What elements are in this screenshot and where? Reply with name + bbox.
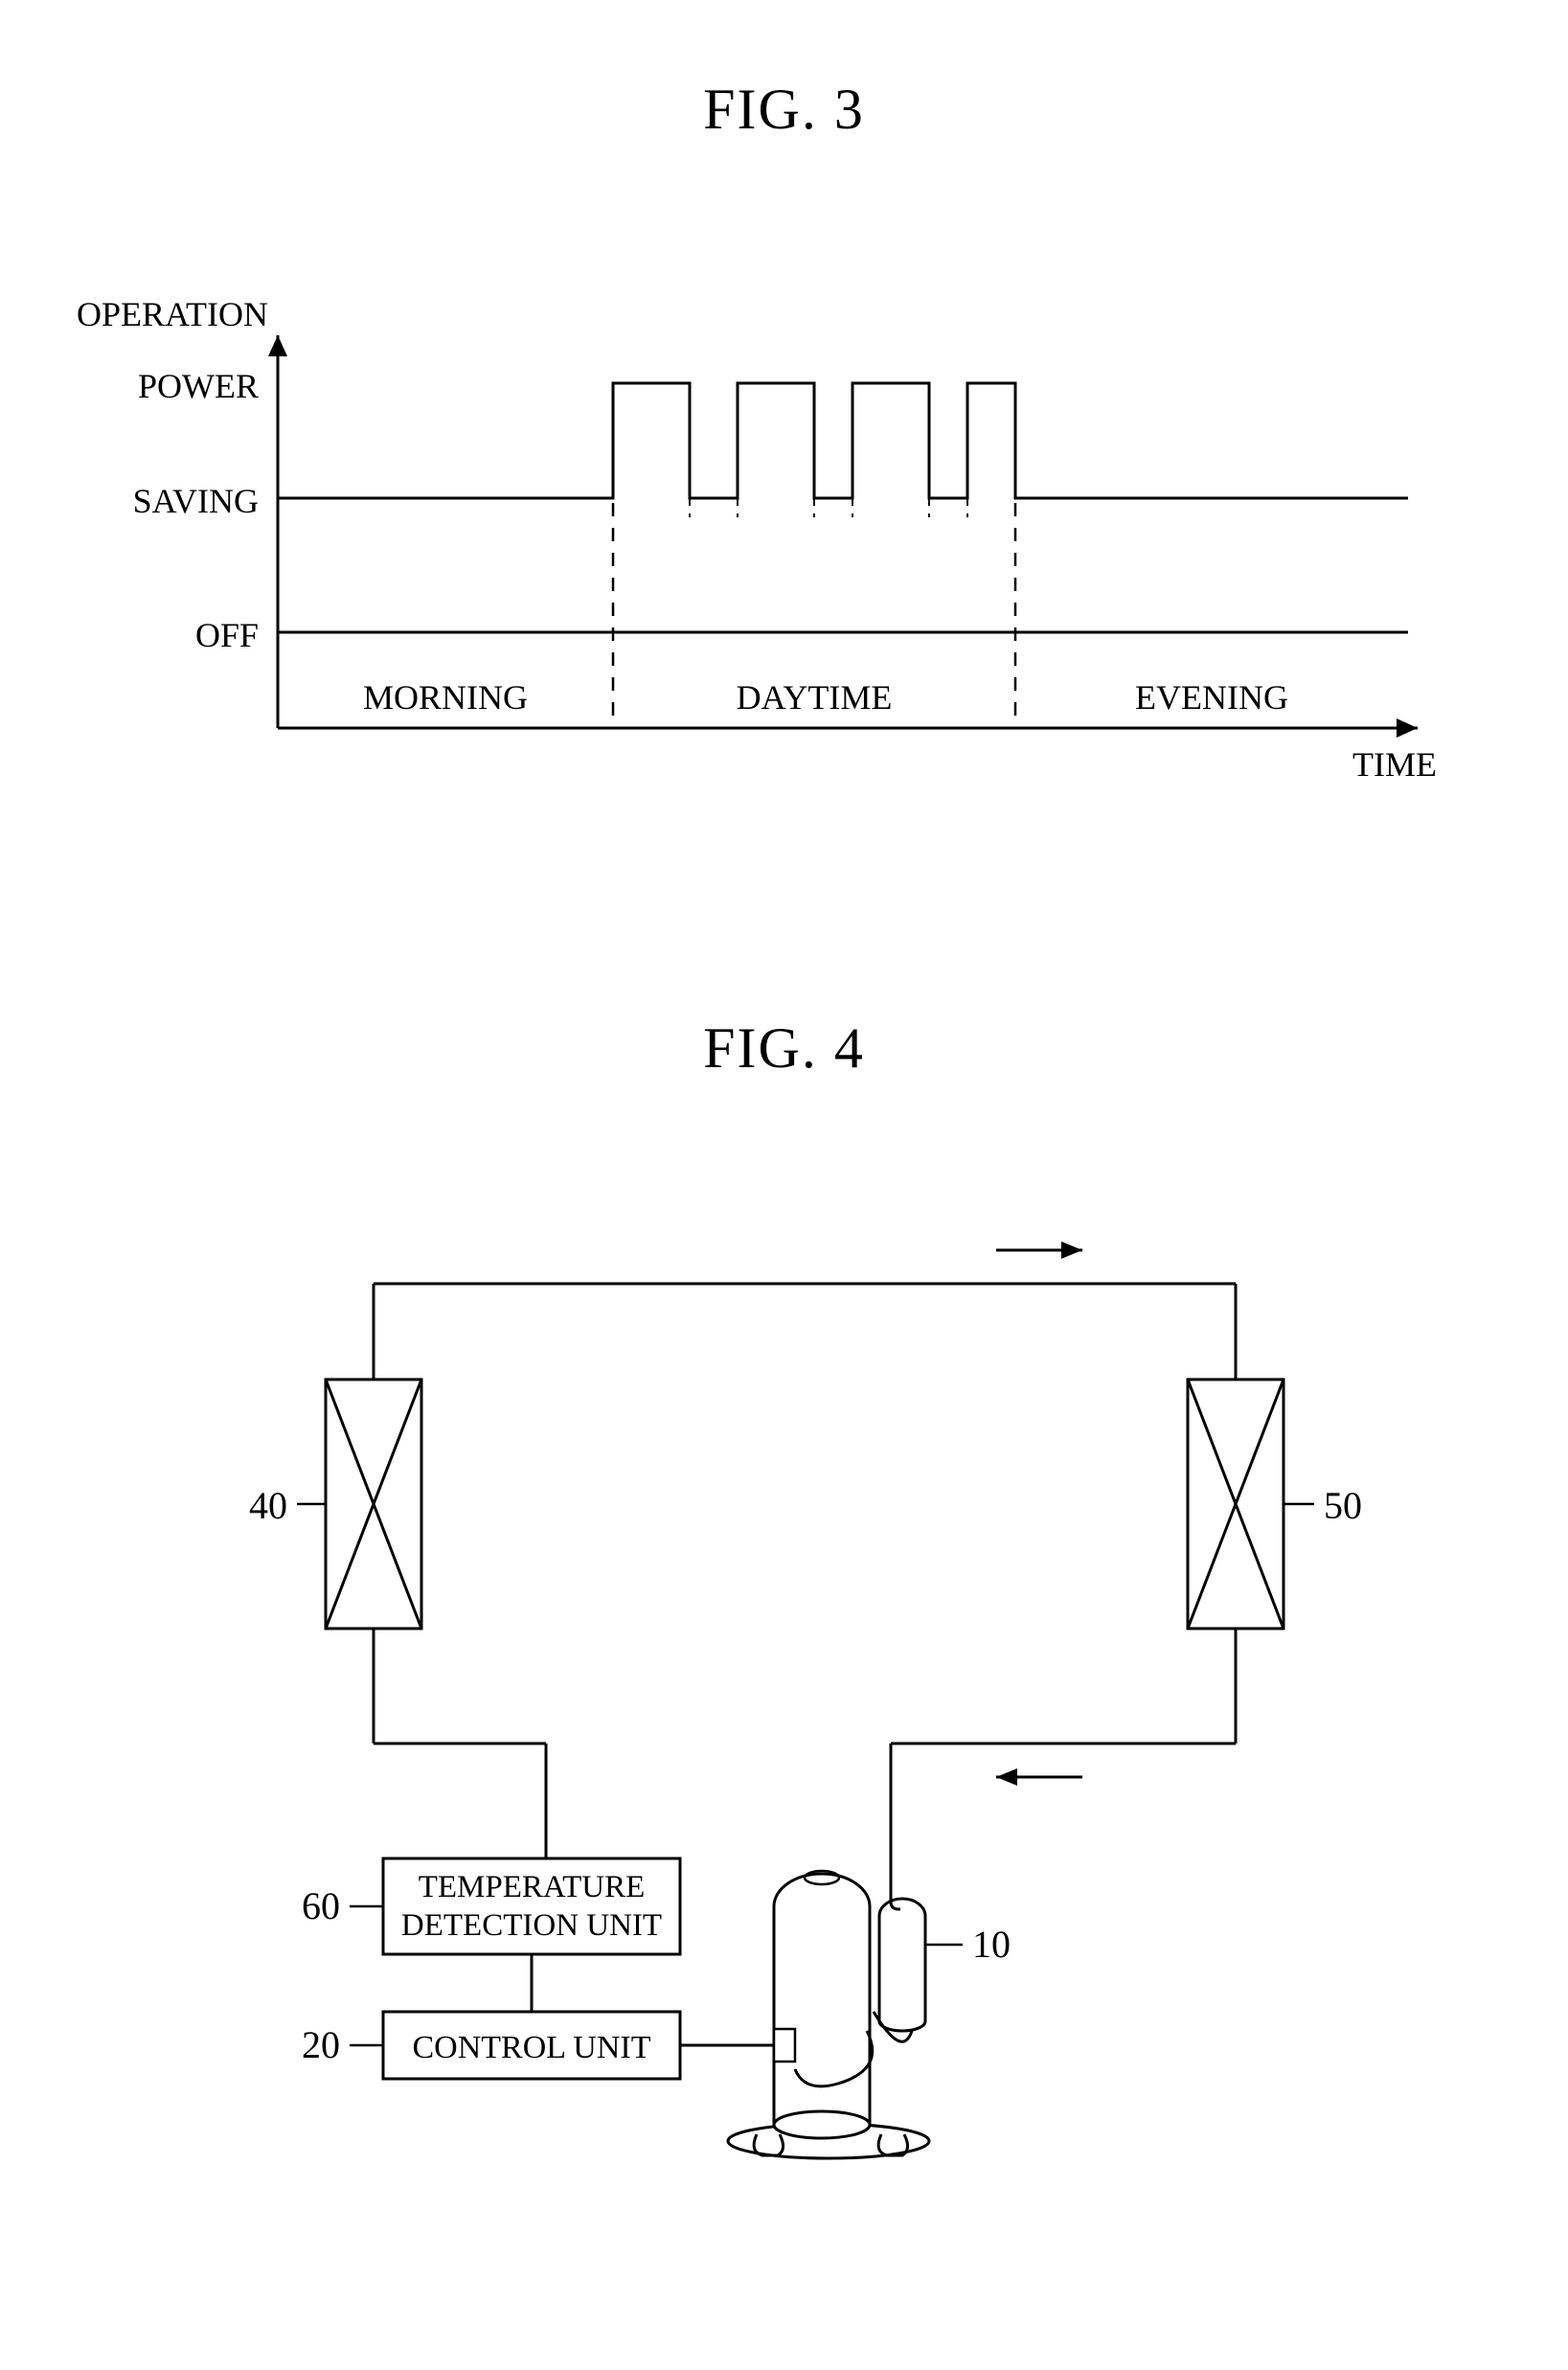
fig3-period-daytime: DAYTIME: [737, 678, 893, 717]
fig3-ytick-saving: SAVING: [133, 482, 259, 520]
control-unit: CONTROL UNIT: [383, 2012, 680, 2079]
fig3-chart: OPERATION POWER SAVING OFF MORNING DAYTI…: [0, 0, 1568, 862]
fig3-ytick-power: POWER: [138, 367, 259, 405]
fig4-diagram: TEMPERATURE DETECTION UNIT CONTROL UNIT: [0, 958, 1568, 2299]
temperature-detection-unit: TEMPERATURE DETECTION UNIT: [383, 1858, 680, 1954]
svg-text:DETECTION UNIT: DETECTION UNIT: [401, 1908, 662, 1943]
fig4-container: FIG. 4: [0, 958, 1568, 2299]
ref-50: 50: [1324, 1484, 1362, 1527]
compressor-assembly: [728, 1871, 929, 2158]
fig3-period-evening: EVENING: [1135, 678, 1288, 717]
fig3-period-morning: MORNING: [363, 678, 528, 717]
fig3-ytick-off: OFF: [195, 616, 259, 654]
heat-exchanger-50: [1188, 1379, 1284, 1629]
ref-10: 10: [972, 1923, 1011, 1966]
flow-arrow-top: [996, 1242, 1082, 1259]
ref-20: 20: [302, 2023, 340, 2066]
heat-exchanger-40: [326, 1379, 421, 1629]
svg-text:CONTROL UNIT: CONTROL UNIT: [413, 2030, 651, 2065]
flow-arrow-bottom: [996, 1768, 1082, 1786]
fig3-x-axis-label: TIME: [1352, 745, 1437, 784]
fig3-y-axis-label: OPERATION: [77, 295, 268, 333]
svg-text:TEMPERATURE: TEMPERATURE: [419, 1870, 646, 1904]
ref-60: 60: [302, 1884, 340, 1927]
ref-40: 40: [249, 1484, 287, 1527]
